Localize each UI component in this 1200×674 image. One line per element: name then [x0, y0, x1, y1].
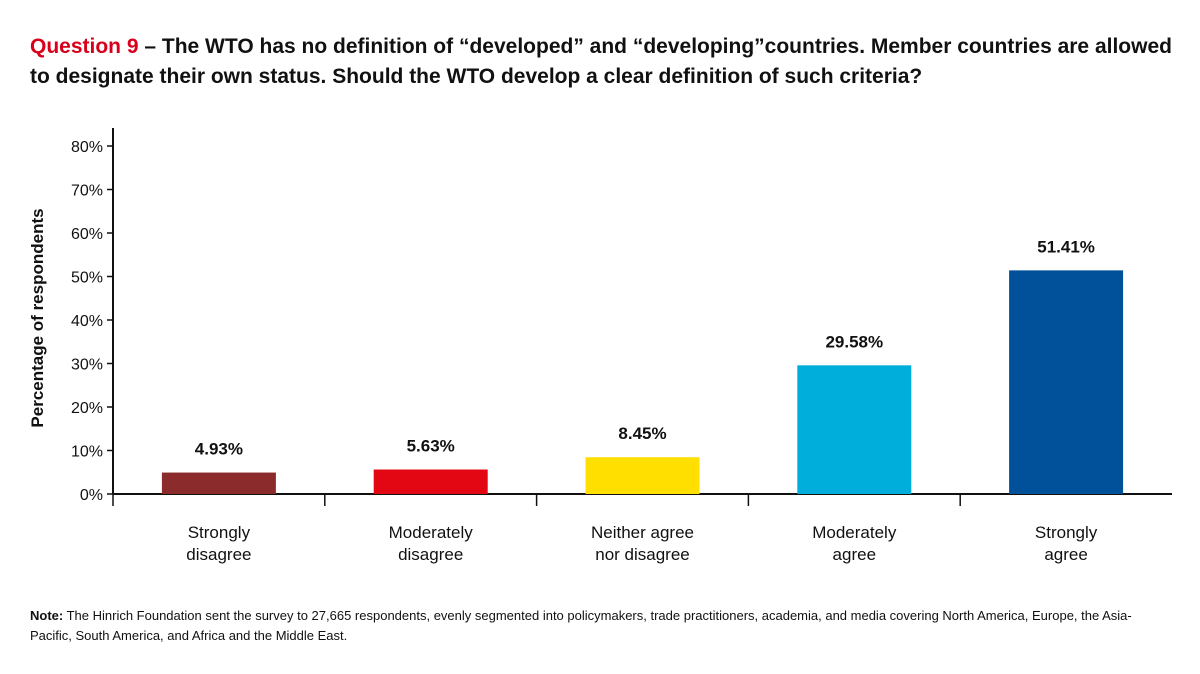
- bar: [1009, 270, 1124, 494]
- bar: [797, 365, 912, 494]
- y-tick-label: 10%: [71, 444, 103, 461]
- data-label: 4.93%: [195, 440, 243, 459]
- y-tick-label: 80%: [71, 139, 103, 156]
- y-axis-title: Percentage of respondents: [28, 208, 47, 427]
- data-label: 51.41%: [1037, 237, 1095, 256]
- x-tick-label: Moderately: [812, 523, 897, 542]
- bar: [585, 457, 700, 494]
- y-tick-label: 40%: [71, 313, 103, 330]
- x-tick-label: agree: [1044, 545, 1087, 564]
- y-tick-label: 20%: [71, 400, 103, 417]
- x-tick-label: Moderately: [389, 523, 474, 542]
- y-tick-label: 70%: [71, 183, 103, 200]
- x-tick-label: nor disagree: [595, 545, 690, 564]
- x-tick-label: agree: [833, 545, 876, 564]
- question-number: Question 9: [30, 35, 139, 58]
- bar: [373, 469, 488, 494]
- data-label: 5.63%: [407, 437, 455, 456]
- x-tick-label: disagree: [398, 545, 463, 564]
- data-label: 8.45%: [618, 424, 666, 443]
- x-tick-label: disagree: [186, 545, 251, 564]
- data-label: 29.58%: [825, 332, 883, 351]
- chart-title: Question 9 – The WTO has no definition o…: [30, 32, 1180, 92]
- y-tick-label: 50%: [71, 270, 103, 287]
- x-tick-label: Neither agree: [591, 523, 694, 542]
- question-text: – The WTO has no definition of “develope…: [30, 35, 1172, 88]
- note-label: Note:: [30, 608, 64, 623]
- footnote: Note: The Hinrich Foundation sent the su…: [30, 606, 1170, 646]
- x-tick-label: Strongly: [188, 523, 251, 542]
- x-tick-label: Strongly: [1035, 523, 1098, 542]
- y-tick-label: 30%: [71, 357, 103, 374]
- bar-chart: 0% 10% 20% 30% 40% 50% 60% 70% 80% Percentage of …: [28, 128, 1172, 564]
- note-text: The Hinrich Foundation sent the survey t…: [30, 608, 1132, 643]
- bar: [161, 472, 276, 494]
- y-tick-label: 60%: [71, 226, 103, 243]
- y-tick-label: 0%: [80, 487, 103, 504]
